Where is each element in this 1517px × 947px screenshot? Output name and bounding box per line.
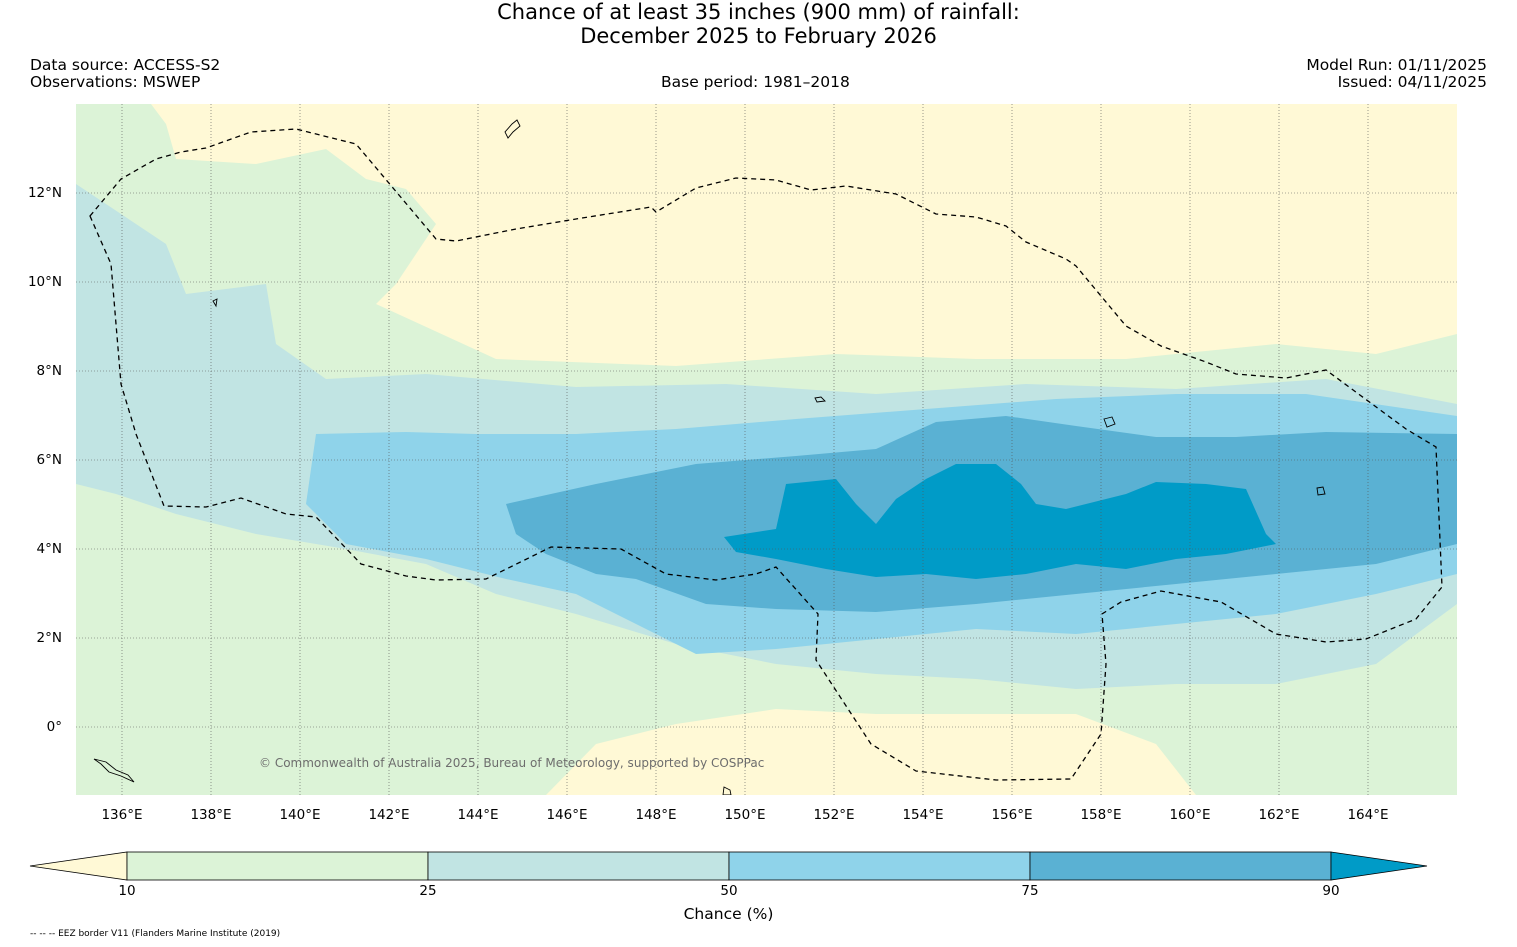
issued-label: Issued: 04/11/2025: [1337, 73, 1487, 91]
colorbar-tick-label: 75: [1021, 883, 1039, 899]
band-90-plus-patch: [1264, 482, 1282, 506]
colorbar-extend-high: [1330, 851, 1428, 881]
data-source-label: Data source: ACCESS-S2: [30, 56, 221, 74]
lon-tick-label: 148°E: [635, 807, 677, 823]
lon-tick-label: 164°E: [1347, 807, 1389, 823]
band-90-plus: [724, 464, 1276, 579]
lon-tick-label: 158°E: [1080, 807, 1122, 823]
colorbar: [29, 851, 1428, 881]
colorbar-title: Chance (%): [683, 905, 774, 923]
chart-title-line1: Chance of at least 35 inches (900 mm) of…: [497, 0, 1020, 24]
chart-title-line2: December 2025 to February 2026: [580, 24, 937, 48]
lat-tick-label: 6°N: [36, 452, 62, 468]
colorbar-segment-75-90: [1029, 851, 1332, 881]
colorbar-extend-low: [29, 851, 128, 881]
island-outline: [722, 786, 732, 795]
lon-tick-label: 150°E: [724, 807, 766, 823]
lon-tick-label: 160°E: [1169, 807, 1211, 823]
base-period-label: Base period: 1981–2018: [661, 73, 850, 91]
lon-tick-label: 146°E: [546, 807, 588, 823]
lon-tick-label: 156°E: [991, 807, 1033, 823]
lon-tick-label: 144°E: [457, 807, 499, 823]
lat-tick-label: 8°N: [36, 363, 62, 379]
colorbar-tick-label: 10: [118, 883, 136, 899]
colorbar-tick-label: 25: [419, 883, 437, 899]
lon-tick-label: 138°E: [190, 807, 232, 823]
observations-label: Observations: MSWEP: [30, 73, 201, 91]
rainfall-probability-map: [76, 104, 1457, 795]
colorbar-segment-50-75: [728, 851, 1031, 881]
grid-lines: [76, 104, 1457, 795]
map-canvas: [76, 104, 1457, 795]
lon-tick-label: 162°E: [1258, 807, 1300, 823]
lon-tick-label: 154°E: [902, 807, 944, 823]
lon-tick-label: 142°E: [368, 807, 410, 823]
eez-border: [89, 128, 1443, 781]
lat-tick-label: 2°N: [36, 630, 62, 646]
lon-tick-label: 152°E: [813, 807, 855, 823]
lat-tick-label: 12°N: [27, 185, 62, 201]
islands: [93, 119, 1326, 795]
lon-tick-label: 140°E: [279, 807, 321, 823]
colorbar-tick-label: 50: [720, 883, 738, 899]
map-credit: © Commonwealth of Australia 2025, Bureau…: [259, 756, 765, 770]
island-outline: [1103, 416, 1116, 428]
model-run-label: Model Run: 01/11/2025: [1306, 56, 1487, 74]
colorbar-segment-25-50: [427, 851, 730, 881]
colorbar-tick-label: 90: [1322, 883, 1340, 899]
island-outline: [1316, 486, 1326, 496]
lat-tick-label: 10°N: [27, 274, 62, 290]
guam-outline: [504, 119, 521, 139]
eez-footnote: -- -- -- EEZ border V11 (Flanders Marine…: [30, 929, 281, 939]
palau-outline: [93, 758, 135, 783]
lat-tick-label: 4°N: [36, 541, 62, 557]
island-outline: [212, 298, 218, 308]
lat-tick-label: 0°: [46, 719, 62, 735]
island-outline: [814, 396, 826, 403]
colorbar-segment-10-25: [126, 851, 429, 881]
lon-tick-label: 136°E: [101, 807, 143, 823]
